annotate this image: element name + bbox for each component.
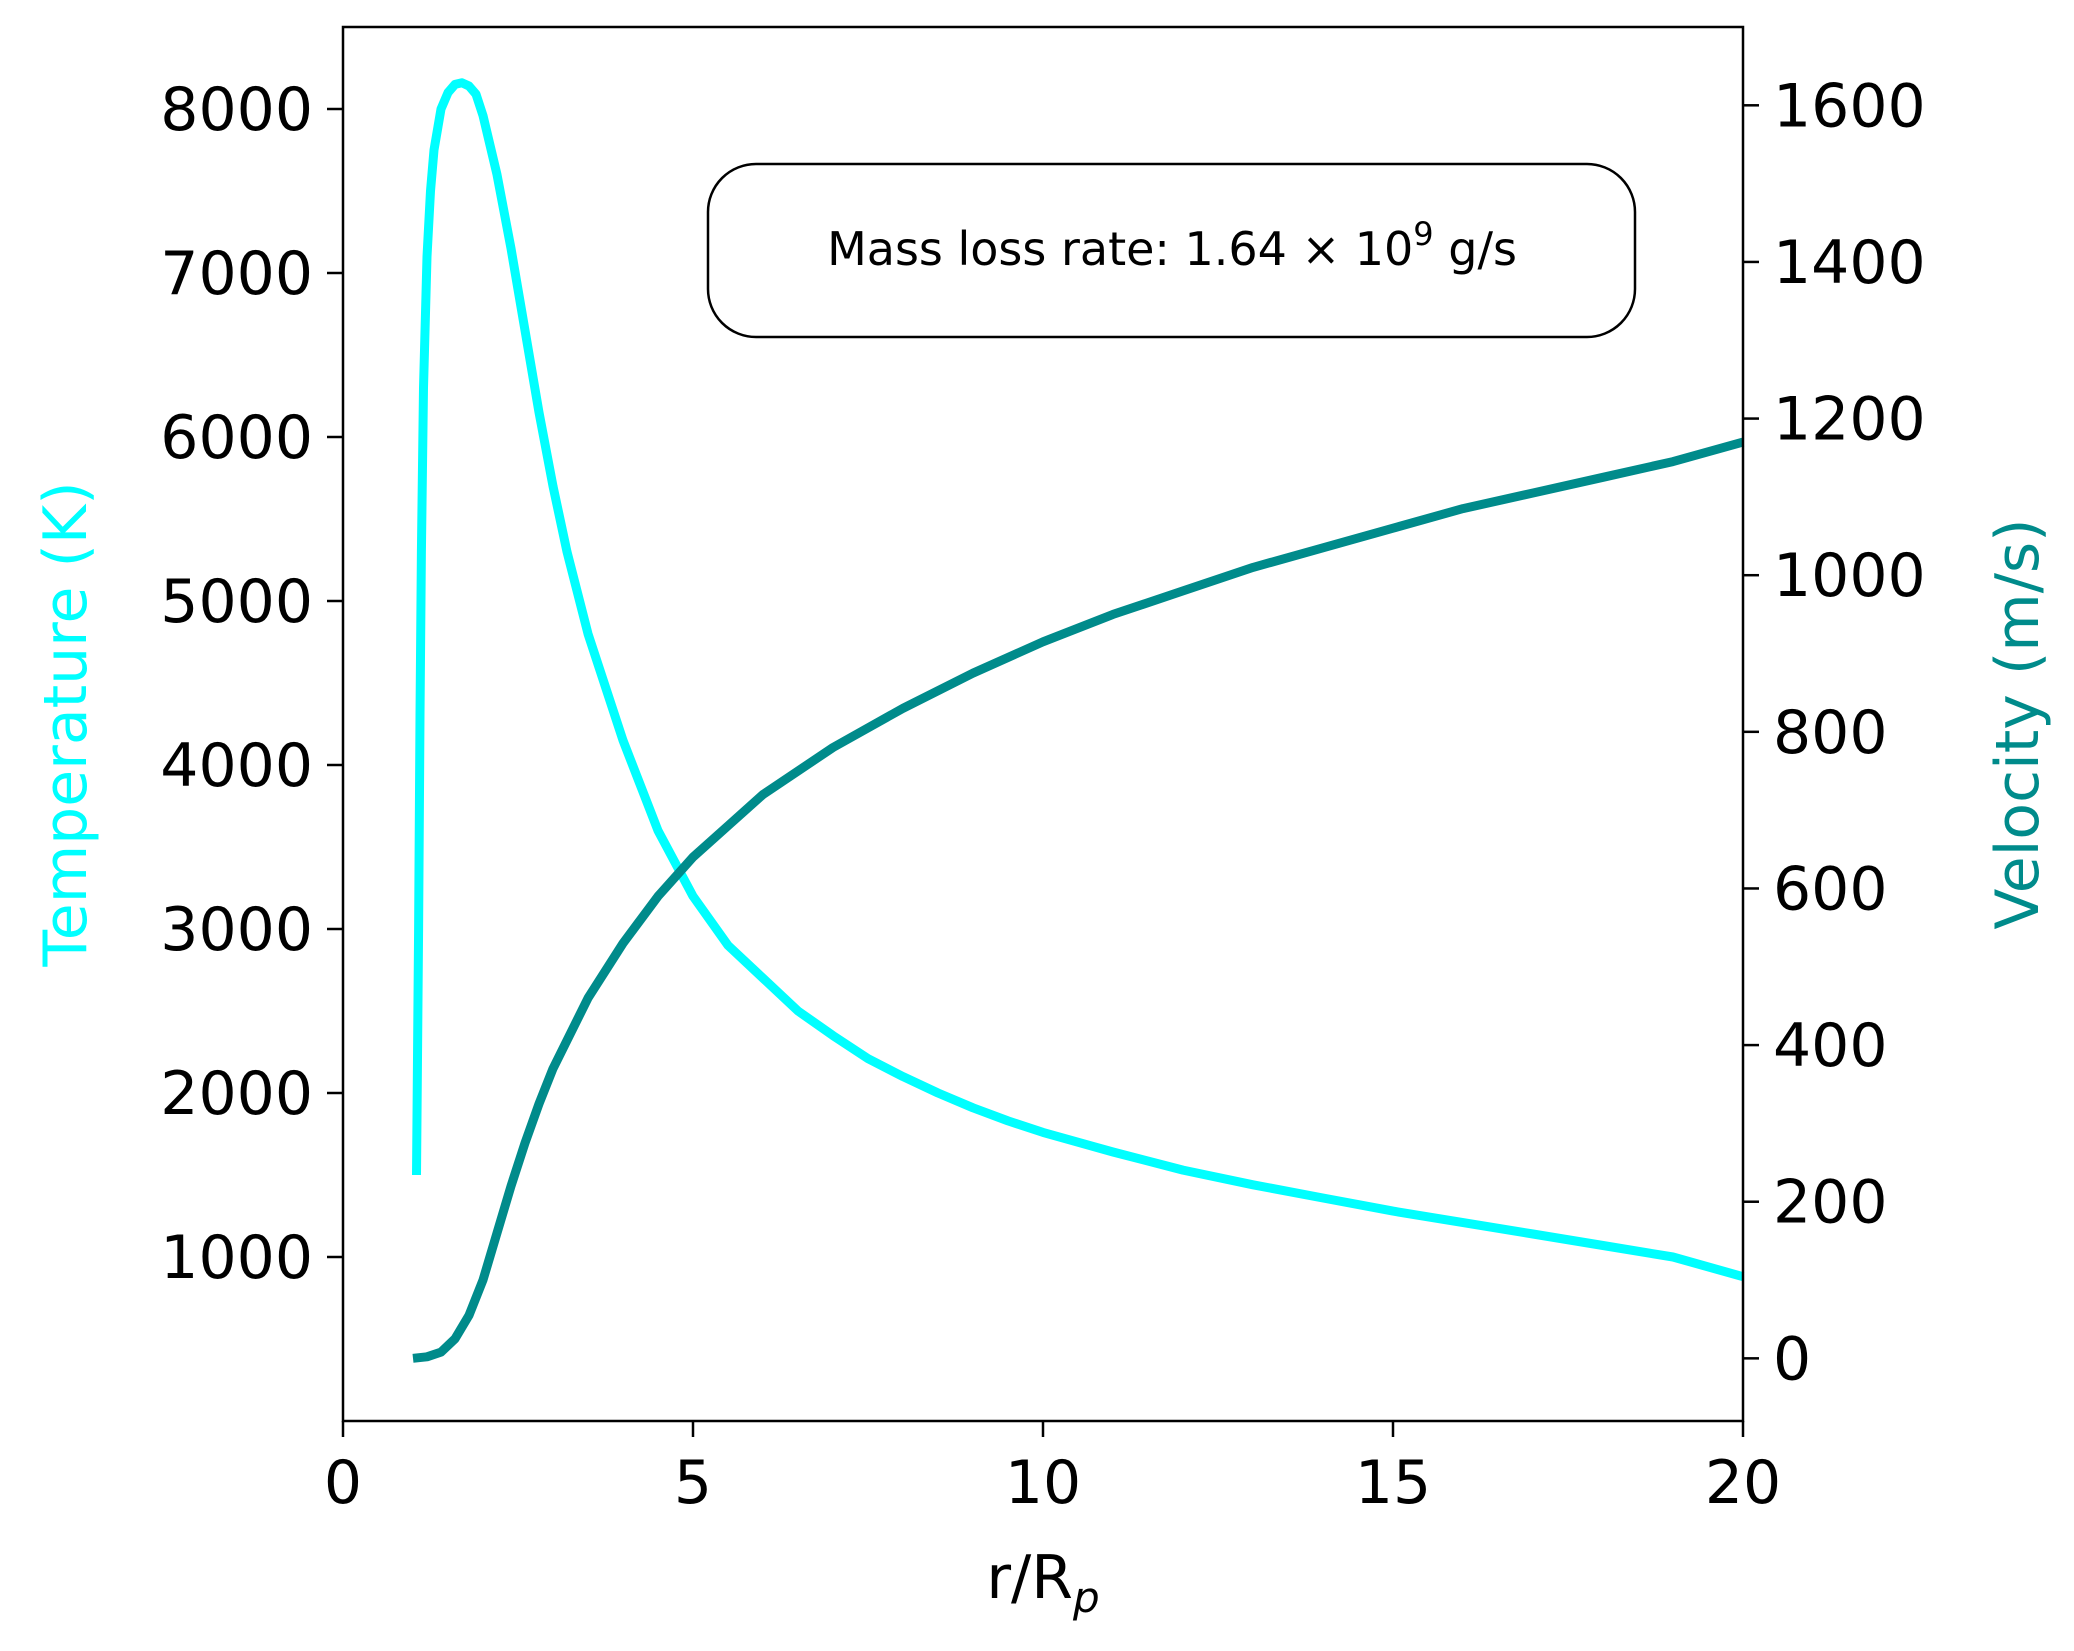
- x-tick-label: 15: [1355, 1448, 1431, 1518]
- x-tick-label: 10: [1005, 1448, 1081, 1518]
- x-ticks: 0 5 10 15 20: [324, 1421, 1781, 1518]
- y-right-ticks: 0 200 400 600 800 1000 1200 1400 1600: [1743, 71, 1926, 1394]
- y-left-tick-label: 3000: [160, 895, 313, 965]
- y-left-tick-label: 2000: [160, 1059, 313, 1129]
- y-left-tick-label: 8000: [160, 75, 313, 145]
- y-axis-label-temperature: Temperature (K): [31, 481, 101, 967]
- x-axis-label-subscript: p: [1072, 1573, 1100, 1622]
- annotation-exponent: 9: [1413, 215, 1433, 253]
- x-tick-label: 0: [324, 1448, 362, 1518]
- annotation-box: Mass loss rate: 1.64 × 109 g/s: [706, 162, 1637, 339]
- x-tick-label: 20: [1705, 1448, 1781, 1518]
- y-right-tick-label: 800: [1773, 698, 1888, 768]
- y-axis-label-velocity: Velocity (m/s): [1983, 518, 2053, 929]
- mass-loss-rate-label: Mass loss rate: 1.64 × 109 g/s: [827, 215, 1517, 276]
- curves-layer: [412, 78, 1745, 1363]
- y-right-tick-label: 1000: [1773, 541, 1926, 611]
- x-axis-label-main: r/R: [986, 1543, 1073, 1613]
- annotation-prefix: Mass loss rate: 1.64 × 10: [827, 222, 1413, 276]
- y-left-tick-label: 7000: [160, 239, 313, 309]
- y-left-tick-label: 6000: [160, 403, 313, 473]
- temperature-curve: [412, 78, 1745, 1282]
- y-right-tick-label: 1400: [1773, 228, 1926, 298]
- x-axis-label: r/Rp: [986, 1543, 1099, 1622]
- velocity-curve: [412, 437, 1745, 1363]
- y-right-tick-label: 1600: [1773, 71, 1926, 141]
- y-left-tick-label: 4000: [160, 731, 313, 801]
- y-right-tick-label: 1200: [1773, 385, 1926, 455]
- x-tick-label: 5: [674, 1448, 712, 1518]
- y-right-tick-label: 0: [1773, 1324, 1811, 1394]
- y-left-tick-label: 5000: [160, 567, 313, 637]
- y-left-ticks: 1000 2000 3000 4000 5000 6000 7000 8000: [160, 75, 343, 1293]
- annotation-box-frame: [706, 162, 1637, 339]
- y-left-tick-label: 1000: [160, 1223, 313, 1293]
- y-right-tick-label: 200: [1773, 1168, 1888, 1238]
- annotation-suffix: g/s: [1434, 222, 1517, 276]
- y-right-tick-label: 400: [1773, 1011, 1888, 1081]
- y-right-tick-label: 600: [1773, 854, 1888, 924]
